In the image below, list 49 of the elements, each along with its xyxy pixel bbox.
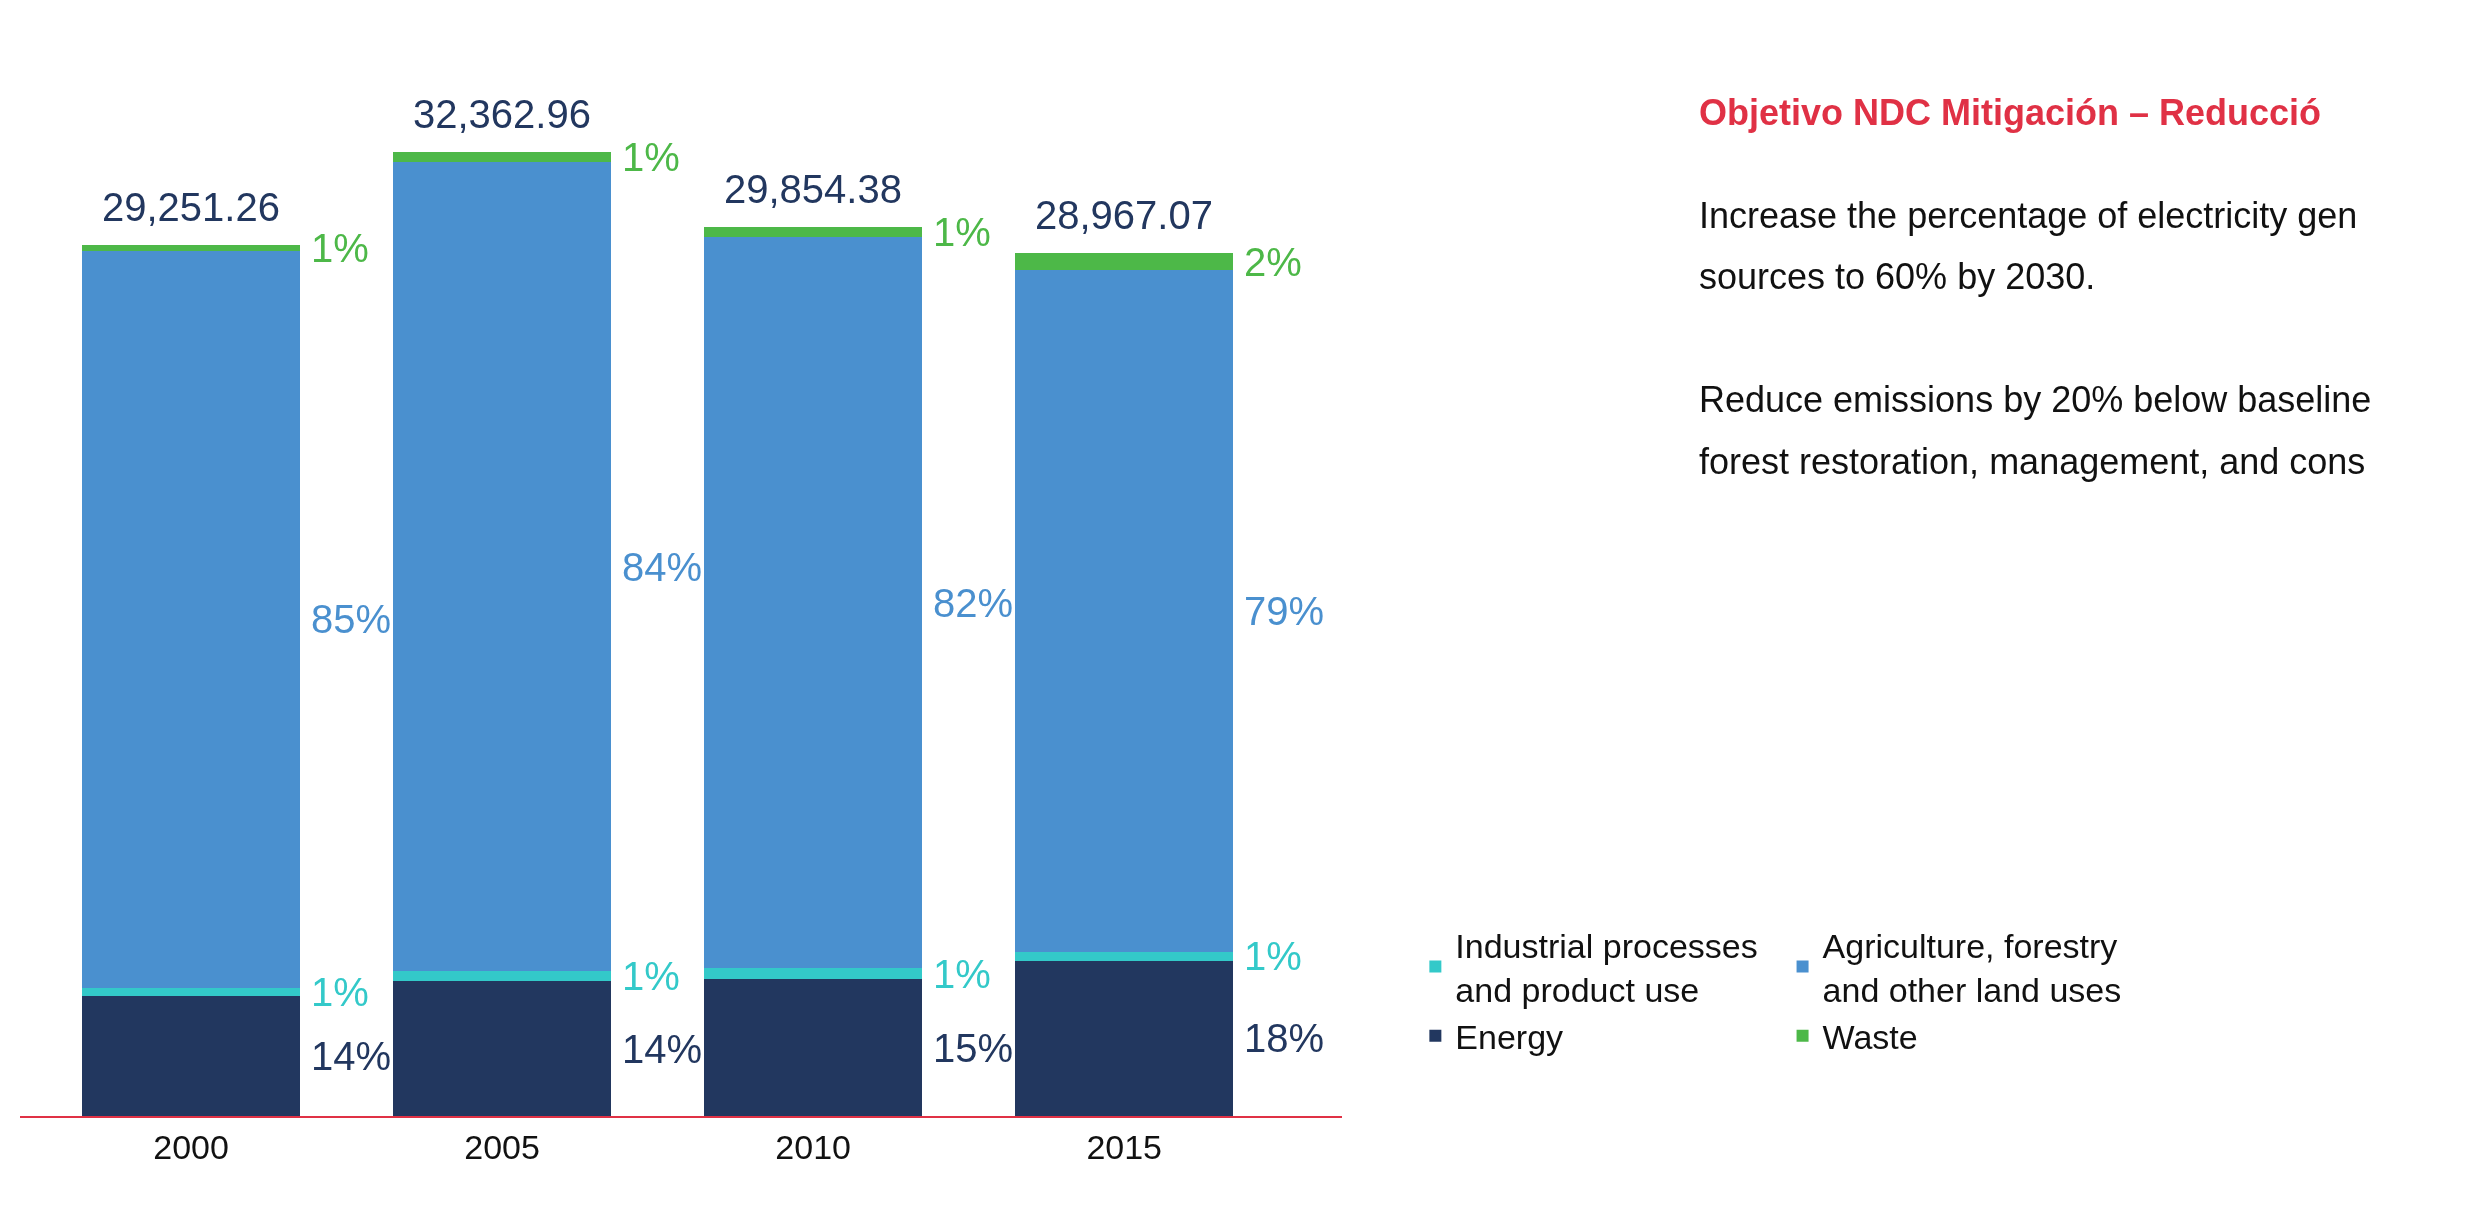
bar bbox=[82, 244, 300, 251]
bar bbox=[1015, 960, 1234, 1116]
annotation: 2% bbox=[1244, 240, 1302, 284]
annotation: 85% bbox=[311, 597, 392, 641]
text: forest restoration, management, and cons bbox=[1699, 441, 2366, 482]
annotation: 29,854.38 bbox=[724, 167, 902, 211]
bar bbox=[1015, 952, 1234, 961]
x-tick-label: 2015 bbox=[1086, 1127, 1163, 1166]
text: Increase the percentage of electricity gen bbox=[1699, 195, 2358, 236]
legend-label: Agriculture, forestry and other land uses bbox=[1822, 926, 2122, 1009]
bar bbox=[393, 152, 611, 162]
annotation: 14% bbox=[311, 1034, 392, 1078]
bar bbox=[82, 995, 300, 1116]
source-note: sources to 60% by 2030. bbox=[1699, 256, 2096, 297]
text: 32,362.96 bbox=[413, 92, 591, 136]
bar bbox=[1015, 253, 1234, 271]
bar bbox=[704, 226, 923, 238]
legend-label: Industrial processes and product use bbox=[1455, 926, 1758, 1009]
annotation: 28,967.07 bbox=[1035, 193, 1213, 237]
bar bbox=[393, 161, 611, 972]
annotation: 1% bbox=[933, 952, 991, 996]
annotation: 14% bbox=[622, 1027, 703, 1071]
legend-label: Energy bbox=[1455, 1017, 1564, 1056]
text: Reduce emissions by 20% below baseline bbox=[1699, 379, 2372, 420]
annotation: 29,251.26 bbox=[102, 185, 280, 229]
bar bbox=[82, 987, 300, 996]
legend-label: Waste bbox=[1822, 1017, 1918, 1056]
x-tick-label: 2005 bbox=[464, 1127, 540, 1166]
x-tick-label: 2010 bbox=[775, 1127, 851, 1166]
annotation: 15% bbox=[933, 1026, 1014, 1070]
bar bbox=[704, 979, 923, 1116]
annotation: 79% bbox=[1244, 589, 1325, 633]
text: Objetivo NDC Mitigación – Reducció bbox=[1699, 92, 2322, 133]
bar bbox=[1015, 270, 1234, 953]
bar bbox=[704, 968, 923, 980]
annotation: 82% bbox=[933, 581, 1014, 625]
bar bbox=[393, 971, 611, 982]
annotation: 1% bbox=[311, 226, 369, 270]
annotation: 1% bbox=[311, 970, 369, 1014]
annotation: 18% bbox=[1244, 1016, 1325, 1060]
annotation: 1% bbox=[622, 954, 680, 998]
bar bbox=[393, 981, 611, 1116]
annotation: 1% bbox=[933, 210, 991, 254]
annotation: 1% bbox=[1244, 934, 1302, 978]
bar bbox=[82, 250, 300, 988]
bar bbox=[704, 237, 923, 969]
annotation: 1% bbox=[622, 135, 680, 179]
x-tick-label: 2000 bbox=[153, 1127, 229, 1166]
annotation: 84% bbox=[622, 545, 703, 589]
